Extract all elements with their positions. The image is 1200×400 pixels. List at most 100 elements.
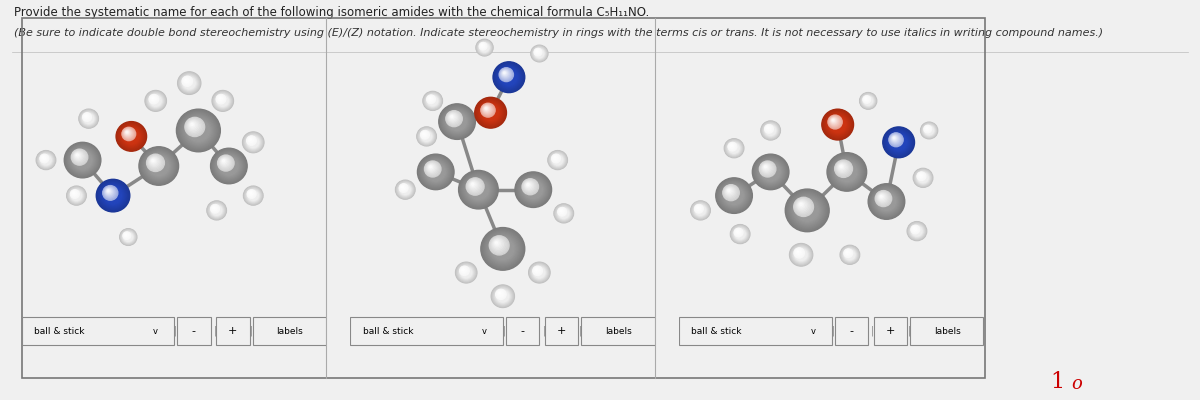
Circle shape	[101, 183, 126, 208]
Circle shape	[925, 126, 929, 131]
Circle shape	[527, 183, 530, 187]
Circle shape	[191, 122, 194, 127]
Circle shape	[476, 40, 492, 55]
Circle shape	[887, 131, 911, 154]
Circle shape	[797, 200, 818, 221]
Circle shape	[763, 123, 779, 138]
Circle shape	[860, 93, 876, 109]
Circle shape	[874, 189, 899, 214]
Circle shape	[421, 132, 432, 141]
Circle shape	[766, 125, 776, 136]
Circle shape	[122, 127, 136, 141]
Circle shape	[218, 96, 222, 100]
Circle shape	[209, 202, 224, 218]
Circle shape	[187, 120, 209, 141]
Circle shape	[450, 114, 455, 120]
Circle shape	[864, 96, 872, 106]
Circle shape	[500, 69, 517, 86]
Circle shape	[724, 185, 738, 200]
Circle shape	[790, 244, 812, 266]
Circle shape	[844, 249, 853, 258]
Circle shape	[479, 43, 490, 52]
Circle shape	[500, 69, 510, 78]
Circle shape	[247, 190, 256, 198]
Circle shape	[727, 188, 732, 194]
Circle shape	[736, 230, 739, 234]
Circle shape	[125, 234, 127, 236]
Circle shape	[478, 41, 491, 54]
Circle shape	[76, 154, 79, 157]
Circle shape	[725, 187, 743, 204]
Circle shape	[120, 229, 137, 245]
Circle shape	[182, 77, 196, 89]
Circle shape	[248, 190, 259, 201]
Circle shape	[422, 132, 427, 137]
Circle shape	[535, 50, 539, 53]
Circle shape	[731, 225, 750, 243]
Circle shape	[210, 204, 223, 217]
Circle shape	[925, 126, 934, 135]
Circle shape	[796, 250, 802, 255]
Circle shape	[764, 166, 767, 168]
Circle shape	[419, 156, 452, 188]
Circle shape	[548, 151, 566, 169]
Circle shape	[71, 190, 78, 197]
Circle shape	[427, 163, 445, 181]
Circle shape	[845, 249, 852, 257]
Circle shape	[828, 115, 847, 134]
Circle shape	[216, 95, 229, 107]
Circle shape	[827, 153, 866, 191]
Circle shape	[492, 238, 514, 260]
Circle shape	[77, 154, 78, 156]
Circle shape	[82, 112, 96, 126]
Circle shape	[764, 125, 774, 133]
Circle shape	[150, 158, 158, 165]
Circle shape	[446, 111, 468, 132]
Circle shape	[126, 132, 127, 133]
Circle shape	[65, 143, 100, 177]
Circle shape	[430, 97, 431, 99]
Circle shape	[534, 267, 540, 274]
Circle shape	[497, 65, 522, 90]
Circle shape	[426, 162, 438, 175]
Circle shape	[218, 156, 232, 169]
Circle shape	[476, 39, 493, 56]
Circle shape	[726, 141, 742, 156]
Circle shape	[250, 192, 252, 194]
Circle shape	[919, 174, 922, 176]
Circle shape	[422, 133, 425, 135]
Circle shape	[493, 62, 524, 92]
Circle shape	[833, 158, 860, 185]
Circle shape	[755, 157, 786, 187]
Circle shape	[494, 63, 523, 91]
Circle shape	[764, 165, 768, 169]
Circle shape	[911, 225, 923, 237]
Circle shape	[828, 115, 842, 129]
Circle shape	[246, 189, 260, 202]
Circle shape	[558, 208, 570, 219]
FancyBboxPatch shape	[582, 317, 654, 345]
Circle shape	[427, 95, 434, 103]
Circle shape	[754, 155, 788, 189]
Circle shape	[71, 190, 82, 201]
Circle shape	[492, 286, 514, 306]
Circle shape	[520, 176, 547, 203]
Circle shape	[104, 188, 121, 204]
Circle shape	[833, 120, 834, 121]
Circle shape	[919, 174, 922, 177]
Circle shape	[248, 137, 254, 143]
Circle shape	[914, 169, 932, 186]
Circle shape	[736, 229, 742, 235]
Circle shape	[179, 73, 199, 93]
Circle shape	[211, 206, 217, 211]
Circle shape	[400, 184, 412, 195]
Circle shape	[907, 222, 926, 240]
Circle shape	[470, 182, 476, 188]
Circle shape	[461, 267, 468, 274]
Circle shape	[728, 143, 739, 154]
Text: |: |	[503, 326, 506, 336]
Circle shape	[422, 132, 426, 136]
Circle shape	[150, 96, 157, 102]
Circle shape	[125, 233, 128, 237]
Circle shape	[482, 104, 499, 121]
